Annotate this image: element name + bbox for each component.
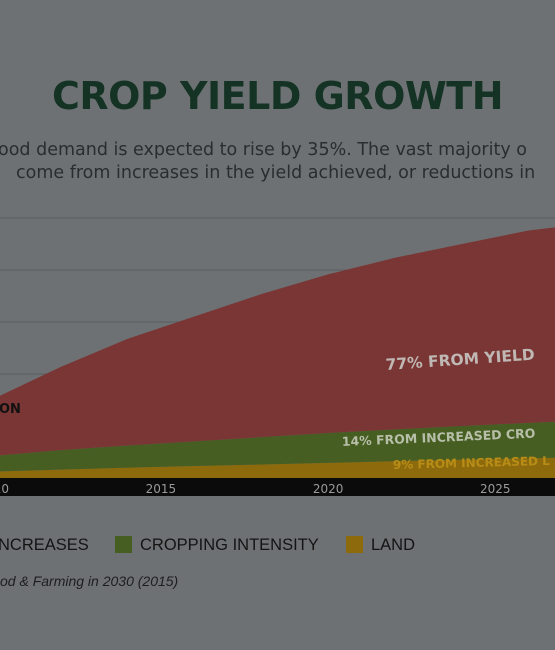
area-cropping <box>0 421 555 472</box>
area-series <box>0 227 555 478</box>
annotation-land: 9% FROM INCREASED L <box>393 454 551 472</box>
stacked-area-chart: 2010201520202025 77% FROM YIELD 14% FROM… <box>0 217 555 496</box>
legend-item-cropping: CROPPING INTENSITY <box>115 535 319 555</box>
chart-title: CROP YIELD GROWTH <box>51 74 504 118</box>
x-tick-2015: 2015 <box>146 482 177 496</box>
legend-swatch-cropping <box>115 536 132 553</box>
annotation-left: ON <box>0 402 21 417</box>
x-tick-labels: 2010 2015 2020 2025 <box>0 482 511 496</box>
legend-label-yield: NCREASES <box>0 536 89 554</box>
x-tick-2020: 2020 <box>313 482 344 496</box>
source-note: od & Farming in 2030 (2015) <box>0 573 179 589</box>
x-tick-2010: 2010 <box>0 482 9 496</box>
legend-swatch-land <box>346 536 363 553</box>
subtitle-line-2: come from increases in the yield achieve… <box>16 163 536 183</box>
area-yield <box>0 227 555 456</box>
legend-item-land: LAND <box>346 535 415 555</box>
area-land <box>0 457 555 478</box>
legend-label-land: LAND <box>371 536 416 554</box>
legend-item-yield: NCREASES <box>0 535 89 555</box>
subtitle-line-1: ood demand is expected to rise by 35%. T… <box>0 140 527 160</box>
legend-label-cropping: CROPPING INTENSITY <box>140 536 319 554</box>
x-tick-2025: 2025 <box>480 482 511 496</box>
x-axis-bar <box>0 478 555 496</box>
